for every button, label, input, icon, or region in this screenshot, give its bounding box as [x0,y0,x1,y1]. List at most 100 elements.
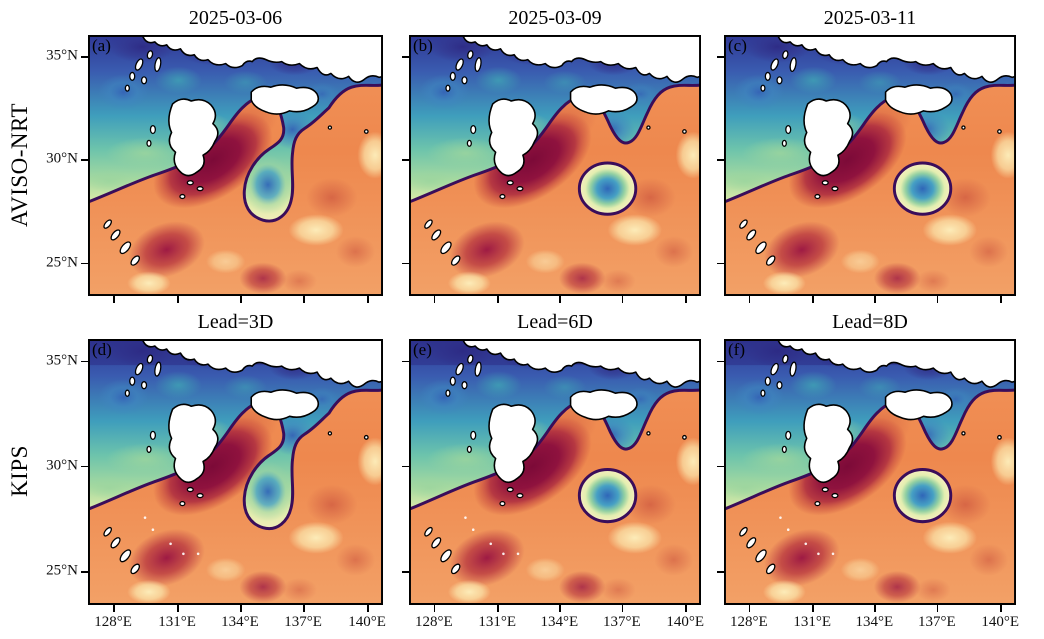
island [146,445,152,454]
detached-cold-eddy-ring [577,467,638,524]
x-tick [1000,605,1002,612]
x-tick-label: 137°E [284,614,322,630]
y-tick [717,262,724,265]
island [119,549,132,563]
y-tick [717,360,724,363]
y-tick-label: 25°N [46,254,78,271]
island [682,129,687,134]
map-f: (f) 128°E 131°E 134°E 137°E 140°E [717,339,1019,630]
island [789,57,797,72]
island [682,434,687,440]
x-tick [748,296,751,303]
island [785,430,792,441]
island [110,537,121,549]
map-a: (a) 35°N 30°N 25°N [46,35,383,303]
land-shikoku [250,84,320,115]
island [470,124,477,135]
y-tick-label: 35°N [46,352,78,369]
island [506,180,514,186]
island [179,500,186,507]
contour-map-a [88,35,383,296]
panel-d: Lead=3D [46,311,386,630]
y-tick [81,56,88,58]
island [140,76,148,85]
island [363,129,369,134]
x-tick-label: 131°E [158,614,196,630]
island [776,381,783,390]
island [474,361,482,377]
x-tick-label: 128°E [94,614,132,630]
panel-letter-a: (a) [92,36,111,55]
island [814,193,821,200]
land-shikoku [569,84,638,115]
y-tick-label: 25°N [46,562,78,579]
island [765,255,776,266]
panel-letter-d: (d) [92,340,112,359]
x-tick-label: 137°E [603,614,641,630]
y-tick [717,570,724,573]
island [765,563,776,575]
x-tick [497,296,499,303]
island [440,549,452,563]
island [154,57,162,72]
island [146,139,152,147]
land-kyushu [803,403,854,484]
x-tick-label: 128°E [414,614,453,630]
island [134,362,144,376]
land-shikoku [884,389,953,421]
x-tick [874,296,876,303]
island [831,492,839,499]
island [785,124,792,135]
island [134,58,144,71]
y-tick [402,360,409,363]
contour-map-d [88,339,383,605]
map-border [88,35,383,296]
island [149,124,156,135]
island [154,361,162,377]
x-tick [685,605,687,612]
contour-map-b [409,35,701,296]
x-tick [621,605,624,612]
x-tick [239,296,242,303]
x-tick [113,296,115,303]
land-shikoku [250,389,320,421]
y-tick [717,465,724,468]
land-shikoku [884,84,953,115]
panel-a: 2025-03-06 [46,7,383,303]
island [103,526,112,537]
island [327,431,333,436]
island [746,537,757,549]
x-tick-label: 134°E [221,614,259,630]
island [186,180,194,186]
island [499,500,506,507]
panel-title-e: Lead=6D [517,311,593,333]
x-tick-label: 128°E [729,614,768,630]
x-tick [177,296,179,303]
island [129,71,136,81]
y-tick [717,159,724,162]
x-tick [621,296,624,303]
panel-letter-b: (b) [413,36,433,55]
island [776,76,783,85]
map-border [724,35,1016,296]
x-tick-label: 134°E [540,614,579,630]
land-honshu [777,35,1016,83]
x-tick [433,605,436,612]
contour-map-e [409,339,701,605]
island [186,486,194,493]
panel-title-d: Lead=3D [197,311,274,333]
island [814,500,821,507]
x-tick-label: 134°E [855,614,894,630]
row-label-kips: KIPS [7,445,32,497]
panel-b: 2025-03-09 [402,7,701,303]
island [997,129,1002,134]
map-b: (b) [402,35,701,303]
island [961,431,966,436]
island [755,241,767,255]
detached-cold-eddy-ring [892,467,953,524]
land-kyushu [168,98,219,177]
x-tick [239,605,242,612]
island [129,376,136,386]
y-tick [81,360,88,363]
island [646,431,651,436]
